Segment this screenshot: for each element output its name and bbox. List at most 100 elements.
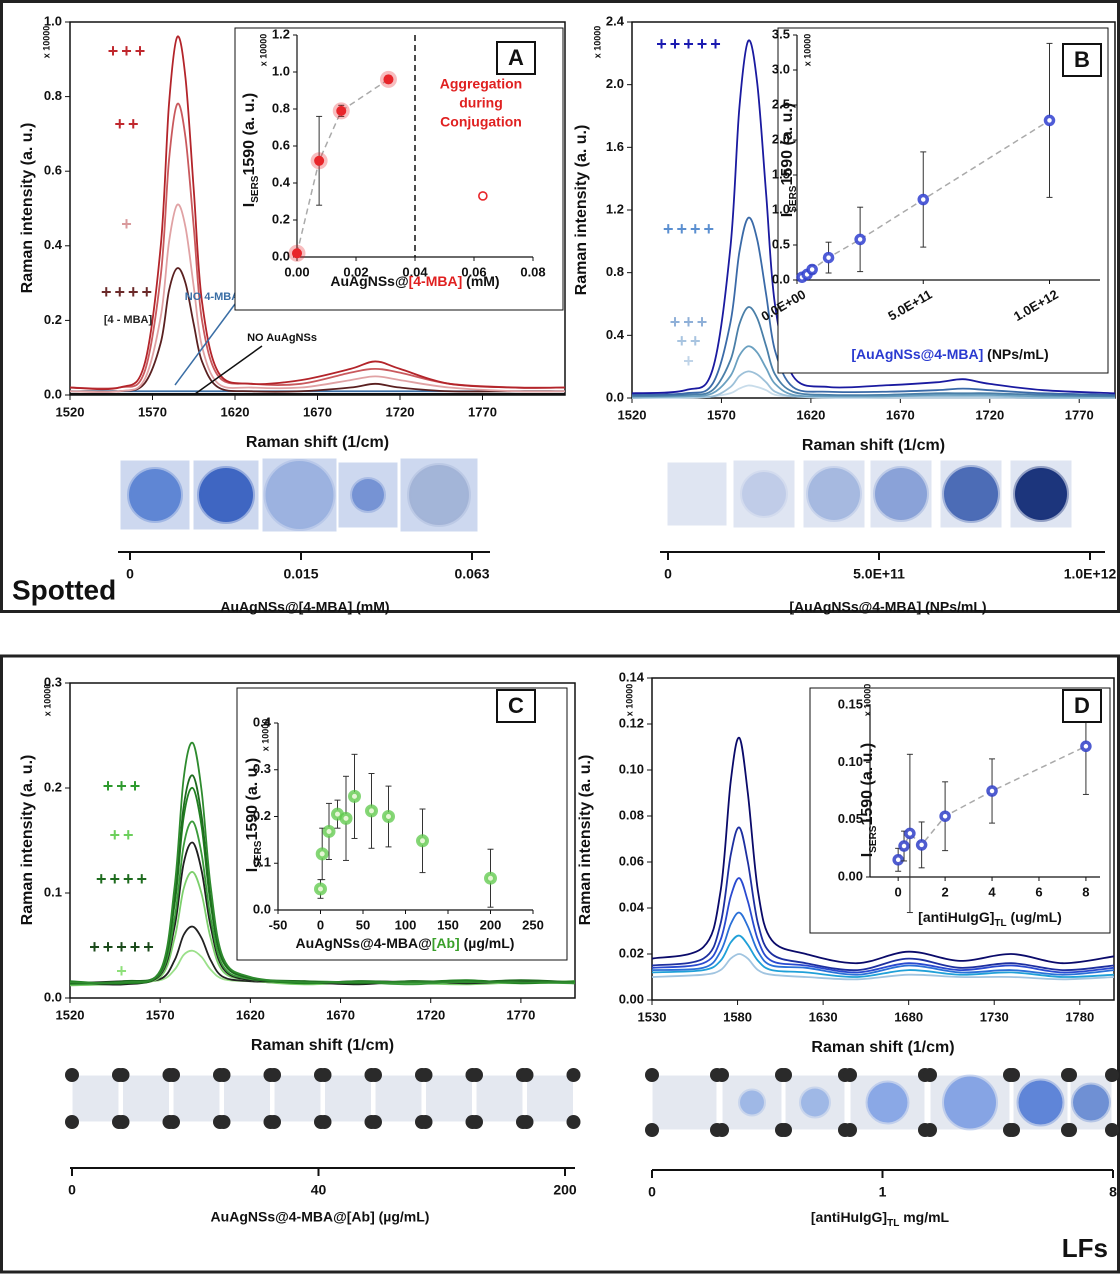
- x-tick-label: 4: [988, 884, 996, 899]
- spectrum-line: [631, 384, 1115, 400]
- inset-frame: [777, 27, 1109, 374]
- annotation: +++++: [656, 34, 724, 54]
- x-axis-label-part: TL: [994, 918, 1006, 929]
- y-axis-label-part: I: [859, 853, 876, 857]
- sample-image: [172, 1074, 221, 1123]
- y-tick-label: 0.08: [619, 807, 644, 822]
- sample-corner: [65, 1115, 79, 1129]
- sample-image: [651, 1074, 718, 1131]
- sample-corner: [267, 1115, 281, 1129]
- y-tick-label: 0.10: [838, 754, 863, 769]
- leader-line: [194, 345, 263, 395]
- x-tick-label: 1620: [221, 404, 250, 419]
- y-tick-label: 0.0: [772, 271, 790, 286]
- y-tick-label: 3.0: [772, 61, 790, 76]
- x-tick-label: 6: [1035, 884, 1042, 899]
- data-point: [288, 244, 306, 262]
- data-point: [416, 834, 429, 848]
- x-axis-label-part: AuAgNSs@: [330, 273, 408, 289]
- x-tick-label: 1770: [506, 1007, 535, 1022]
- y-axis-label-part: SERS: [253, 840, 264, 868]
- sample-spot: [1016, 1078, 1065, 1127]
- y-tick-label: 0.8: [272, 100, 290, 115]
- sample-corner: [645, 1068, 659, 1082]
- data-point: [379, 70, 397, 88]
- y-tick-label: 0.6: [44, 163, 62, 178]
- x-tick-label: 1670: [886, 407, 915, 422]
- x-tick-label: 1720: [416, 1007, 445, 1022]
- sample-spot: [1013, 466, 1069, 522]
- spectrum-line: [651, 826, 1115, 972]
- annotation: Conjugation: [440, 114, 522, 130]
- data-point: [382, 810, 395, 823]
- panel-letter: B: [1074, 47, 1090, 72]
- spectrum-line: [69, 267, 565, 393]
- sample-spot: [873, 466, 929, 522]
- sample-image: [324, 1074, 372, 1123]
- strip-label: AuAgNSs@4-MBA@[Ab] (µg/mL): [211, 1209, 430, 1225]
- x-axis-label: Raman shift (1/cm): [251, 1037, 394, 1054]
- spectrum-line: [631, 216, 1116, 396]
- data-point: [1080, 740, 1092, 753]
- strip-tick-label: 8: [1109, 1184, 1117, 1200]
- sample-corner: [469, 1115, 483, 1129]
- sample-corner: [216, 1115, 231, 1129]
- y-tick-label: 2.4: [606, 13, 625, 28]
- sample-spot: [127, 467, 183, 523]
- x-tick-label: 1730: [980, 1009, 1009, 1024]
- y-axis-label: Raman intensity (a. u.): [577, 755, 594, 926]
- y-tick-label: 0.2: [44, 779, 62, 794]
- annotation: ++: [114, 114, 141, 134]
- data-point: [904, 827, 916, 840]
- y-tick-label: 0.5: [772, 236, 790, 251]
- y-tick-label: 0.00: [619, 991, 644, 1006]
- x-tick-label: 1520: [618, 407, 647, 422]
- annotation: [4 - MBA]: [104, 314, 153, 326]
- y-axis-label-part: 1590 (a. u.): [244, 758, 261, 841]
- x-axis-label-part: [AuAgNSs@4-MBA]: [851, 346, 983, 362]
- y-tick-label: 0.0: [272, 248, 290, 263]
- y-tick-label: 0.15: [838, 696, 863, 711]
- inset-frame: [809, 687, 1111, 934]
- data-point: [892, 854, 904, 866]
- x-tick-label: 0.06: [461, 264, 486, 279]
- sample-spot: [263, 459, 336, 531]
- sample-corner: [418, 1068, 433, 1082]
- x-axis-label: [AuAgNSs@4-MBA] (NPs/mL): [851, 346, 1048, 362]
- sample-corner: [519, 1115, 534, 1129]
- sample-corner: [778, 1068, 792, 1082]
- annotation: NO 4-MBA: [185, 291, 239, 303]
- x-tick-label: 1620: [796, 407, 825, 422]
- y-tick-label: 0.3: [253, 761, 271, 776]
- x-axis-label: Raman shift (1/cm): [811, 1039, 954, 1056]
- y-tick-label: 0.2: [272, 211, 290, 226]
- x-tick-label: 2: [941, 884, 948, 899]
- spectrum-line: [69, 871, 576, 987]
- panel-letter: A: [508, 45, 524, 70]
- strip-label-part: [antiHuIgG]: [811, 1209, 887, 1225]
- x-tick-label: 1770: [1065, 407, 1094, 422]
- multiplier: x 10000: [624, 684, 634, 717]
- sample-corner: [317, 1068, 332, 1082]
- x-tick-label: 1580: [723, 1009, 752, 1024]
- annotation: +++: [103, 776, 144, 796]
- data-point: [917, 193, 929, 206]
- sample-corner: [715, 1068, 729, 1082]
- sample-corner: [1105, 1068, 1119, 1082]
- strip-label-part: TL: [887, 1218, 899, 1229]
- data-point: [365, 804, 378, 818]
- x-tick-label: 1570: [146, 1007, 175, 1022]
- sample-image: [273, 1074, 322, 1123]
- annotation: +++: [670, 312, 711, 332]
- spectrum-line: [651, 911, 1115, 976]
- trend-line: [296, 78, 389, 254]
- y-tick-label: 0.2: [44, 312, 62, 327]
- leader-line: [174, 303, 236, 386]
- strip-tick-label: 1.0E+12: [1064, 566, 1117, 582]
- sample-corner: [843, 1123, 857, 1137]
- data-point: [322, 824, 336, 838]
- annotation: +++: [108, 41, 149, 61]
- data-point: [315, 847, 329, 861]
- annotation: +++++: [89, 937, 157, 957]
